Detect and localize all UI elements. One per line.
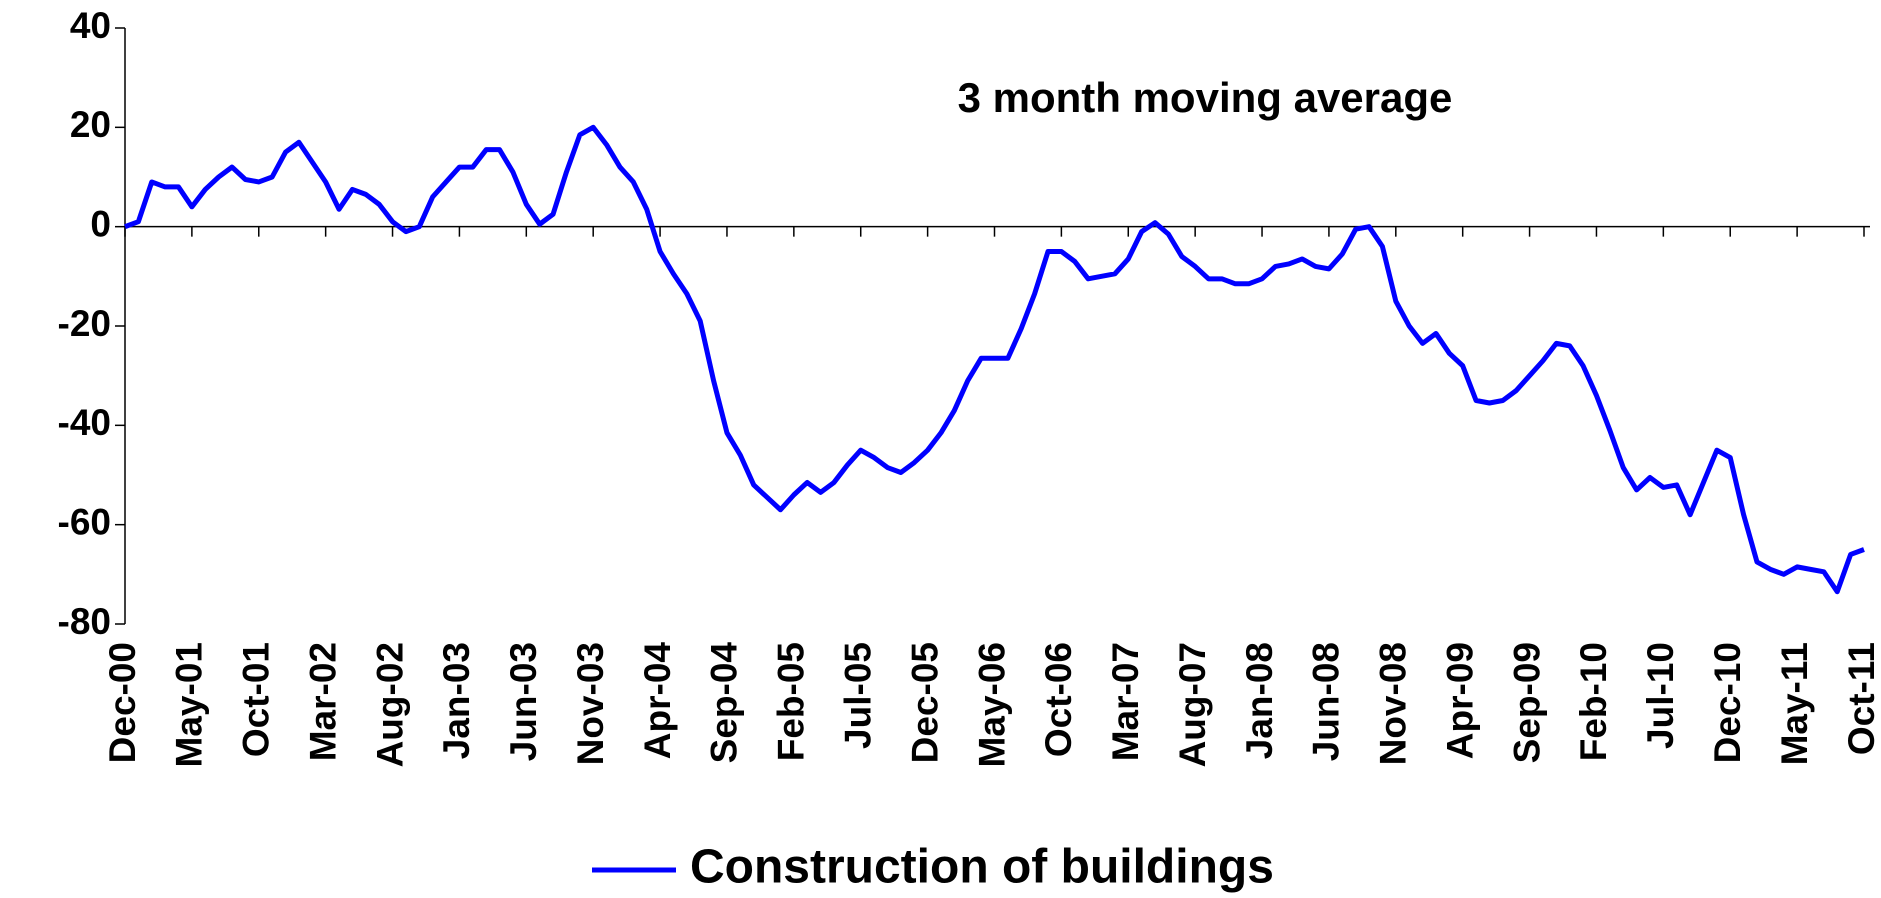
x-tick-label: Jul-10 xyxy=(1640,642,1681,749)
y-tick-label: -40 xyxy=(58,402,111,443)
x-tick-label: May-06 xyxy=(971,642,1012,767)
x-tick-label: Aug-07 xyxy=(1172,642,1213,767)
x-tick-label: Oct-11 xyxy=(1841,642,1881,755)
x-tick-label: May-01 xyxy=(169,642,210,767)
x-tick-label: May-11 xyxy=(1774,642,1815,765)
x-tick-label: Mar-07 xyxy=(1105,642,1146,761)
y-tick-label: 40 xyxy=(70,5,111,46)
x-tick-label: Aug-02 xyxy=(369,642,410,767)
y-tick-label: 20 xyxy=(70,104,111,145)
x-tick-label: Mar-02 xyxy=(302,642,343,761)
legend-label: Construction of buildings xyxy=(690,841,1274,894)
x-tick-label: Feb-10 xyxy=(1573,642,1614,761)
x-tick-label: Jun-08 xyxy=(1306,642,1347,761)
x-tick-label: Oct-06 xyxy=(1038,642,1079,757)
x-tick-label: Jun-03 xyxy=(503,642,544,761)
x-tick-label: Jan-08 xyxy=(1239,642,1280,759)
x-tick-label: Dec-10 xyxy=(1707,642,1748,763)
x-tick-label: Oct-01 xyxy=(236,642,277,757)
annotation: 3 month moving average xyxy=(958,74,1453,121)
y-tick-label: -20 xyxy=(58,303,111,344)
y-tick-label: -80 xyxy=(58,601,111,642)
x-tick-label: Nov-03 xyxy=(570,642,611,765)
x-tick-label: Sep-04 xyxy=(704,642,745,764)
x-tick-label: Jan-03 xyxy=(436,642,477,759)
x-tick-label: Feb-05 xyxy=(771,642,812,761)
x-tick-label: Dec-05 xyxy=(904,642,945,763)
x-tick-label: Nov-08 xyxy=(1373,642,1414,765)
x-tick-label: Sep-09 xyxy=(1506,642,1547,763)
y-tick-label: 0 xyxy=(90,203,111,244)
x-tick-label: Apr-04 xyxy=(637,642,678,760)
y-tick-label: -60 xyxy=(58,501,111,542)
x-tick-label: Apr-09 xyxy=(1439,642,1480,759)
x-tick-label: Jul-05 xyxy=(838,642,879,749)
x-tick-label: Dec-00 xyxy=(102,642,143,763)
series-line xyxy=(124,124,1865,595)
